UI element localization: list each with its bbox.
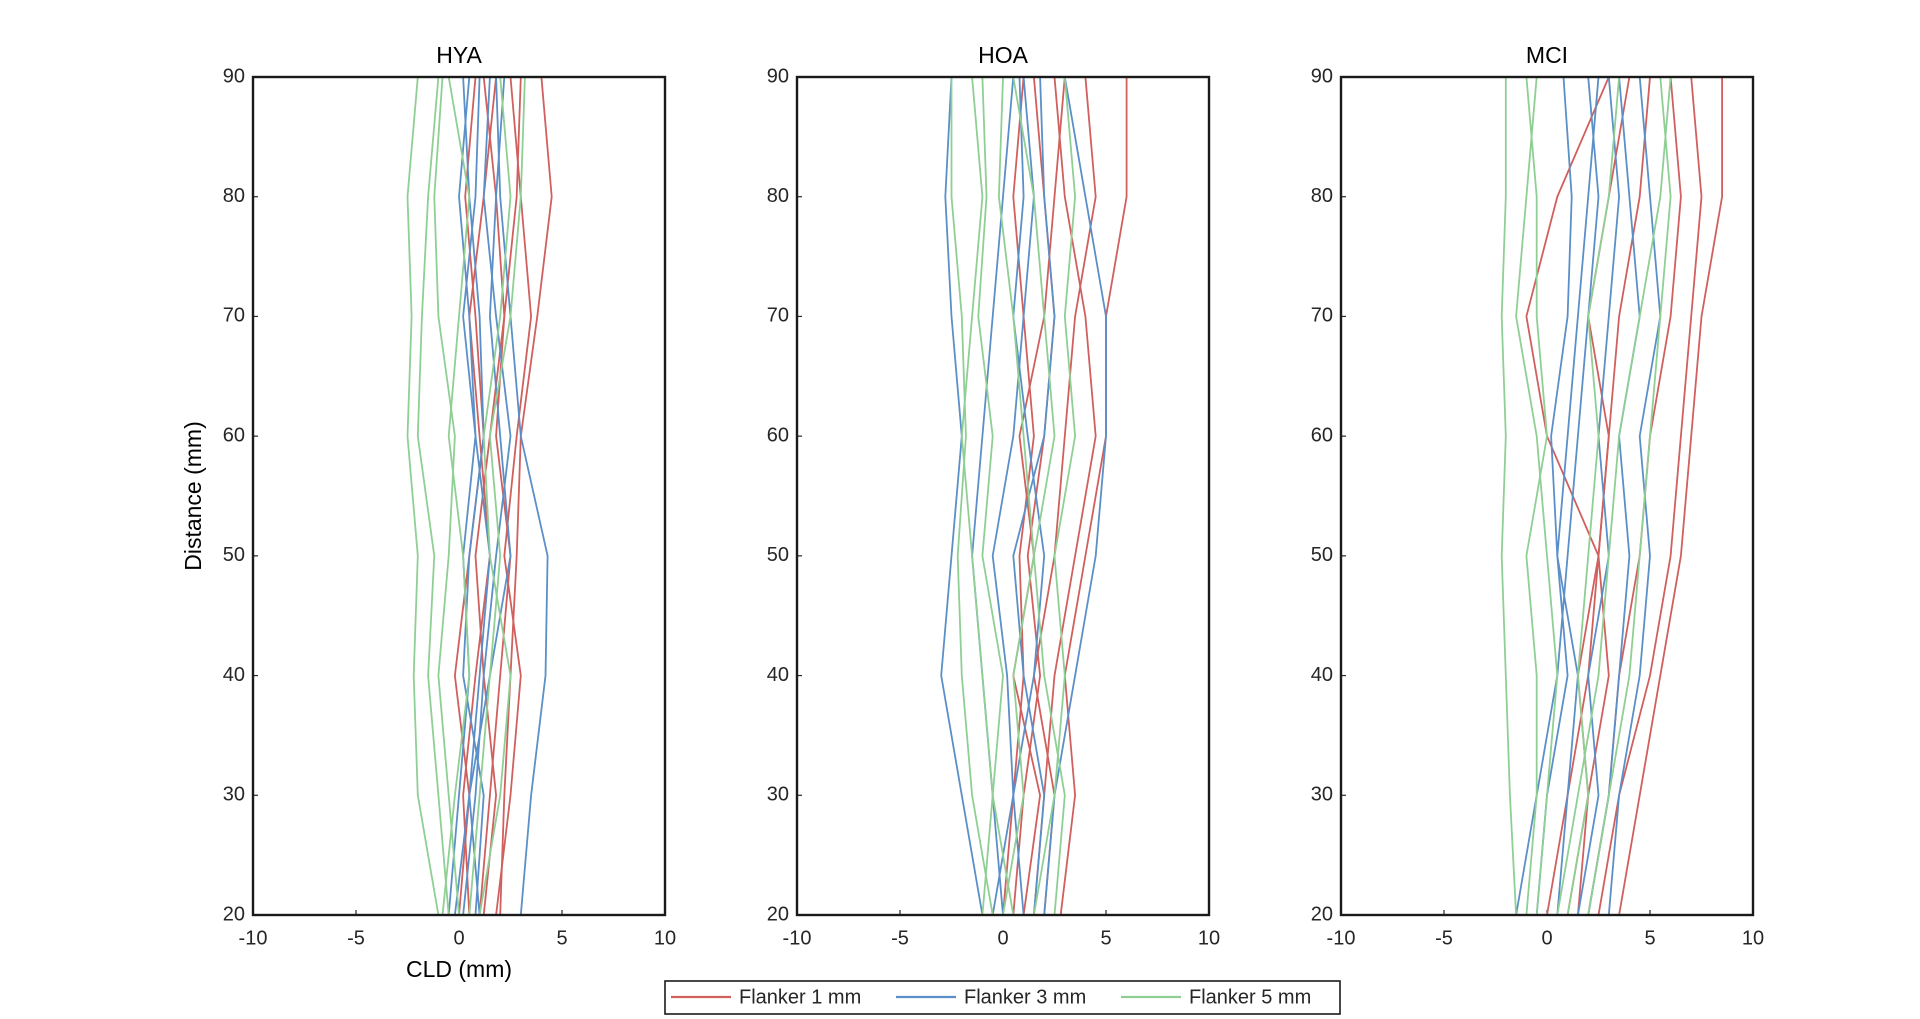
- y-tick-label: 80: [767, 185, 789, 207]
- x-tick-label: 5: [1644, 927, 1655, 949]
- legend-box: [664, 980, 1341, 1015]
- x-tick-label: 0: [997, 927, 1008, 949]
- x-tick-label: 0: [1541, 927, 1552, 949]
- trajectory: [1587, 76, 1672, 916]
- trajectory: [1525, 76, 1548, 916]
- trajectory: [977, 76, 1004, 916]
- y-tick-label: 70: [1311, 305, 1333, 327]
- trajectory: [940, 76, 984, 916]
- panel-title: HYA: [436, 42, 482, 68]
- trajectory: [1012, 76, 1066, 916]
- y-tick-label: 40: [223, 664, 245, 686]
- trajectory: [1597, 76, 1703, 916]
- legend-label: Flanker 1 mm: [739, 986, 861, 1008]
- y-tick-label: 50: [1311, 544, 1333, 566]
- y-tick-label: 50: [223, 544, 245, 566]
- trajectory: [478, 76, 512, 916]
- panel-title: HOA: [978, 42, 1029, 68]
- panel-title: MCI: [1526, 42, 1568, 68]
- axes-box: [1339, 75, 1755, 917]
- x-tick-label: -5: [347, 927, 365, 949]
- trajectory: [1556, 76, 1600, 916]
- y-tick-label: 90: [1311, 65, 1333, 87]
- trajectory: [1515, 76, 1600, 916]
- trajectory: [433, 76, 460, 916]
- trajectory: [1577, 76, 1621, 916]
- x-tick-label: 10: [1742, 927, 1764, 949]
- trajectory: [495, 76, 549, 916]
- y-tick-label: 50: [767, 544, 789, 566]
- trajectory: [1033, 76, 1097, 916]
- y-axis-label: Distance (mm): [180, 421, 206, 571]
- axes-box: [251, 75, 667, 917]
- y-tick-label: 20: [1311, 903, 1333, 925]
- trajectory: [468, 76, 512, 916]
- trajectory: [1043, 76, 1107, 916]
- trajectory: [1012, 76, 1046, 916]
- x-tick-label: -5: [891, 927, 909, 949]
- y-tick-label: 60: [767, 424, 789, 446]
- y-tick-label: 30: [767, 784, 789, 806]
- x-tick-label: -10: [239, 927, 268, 949]
- trajectory: [406, 76, 440, 916]
- x-tick-label: 5: [556, 927, 567, 949]
- y-tick-label: 80: [1311, 185, 1333, 207]
- y-tick-label: 30: [1311, 784, 1333, 806]
- y-tick-label: 40: [1311, 664, 1333, 686]
- trajectory: [462, 76, 485, 916]
- x-axis-label: CLD (mm): [406, 956, 512, 982]
- trajectory: [1535, 76, 1573, 916]
- x-tick-label: 10: [654, 927, 676, 949]
- y-tick-label: 60: [1311, 424, 1333, 446]
- y-tick-label: 20: [223, 903, 245, 925]
- y-tick-label: 40: [767, 664, 789, 686]
- trajectory: [468, 76, 526, 916]
- y-tick-label: 90: [223, 65, 245, 87]
- trajectory: [499, 76, 553, 916]
- trajectory: [960, 76, 1015, 916]
- x-tick-label: -10: [1327, 927, 1356, 949]
- trajectory: [1607, 76, 1662, 916]
- x-tick-label: 0: [453, 927, 464, 949]
- legend-label: Flanker 3 mm: [964, 986, 1086, 1008]
- legend: Flanker 1 mm Flanker 3 mm Flanker 5 mm: [664, 980, 1341, 1015]
- y-tick-label: 30: [223, 784, 245, 806]
- trajectory: [416, 76, 450, 916]
- trajectory: [1515, 76, 1559, 916]
- y-tick-label: 80: [223, 185, 245, 207]
- y-tick-label: 70: [223, 305, 245, 327]
- x-tick-label: 10: [1198, 927, 1220, 949]
- axes-box: [795, 75, 1211, 917]
- trajectory: [1618, 77, 1723, 916]
- x-tick-label: -5: [1435, 927, 1453, 949]
- trajectory: [1556, 76, 1672, 916]
- x-tick-label: -10: [783, 927, 812, 949]
- y-tick-label: 90: [767, 65, 789, 87]
- x-tick-label: 5: [1100, 927, 1111, 949]
- trajectory: [1033, 76, 1077, 916]
- trajectory: [462, 76, 512, 916]
- trajectory: [447, 76, 477, 916]
- trajectory: [1566, 76, 1620, 916]
- trajectory: [1587, 76, 1682, 916]
- y-tick-label: 20: [767, 903, 789, 925]
- trajectory: [1032, 76, 1097, 916]
- legend-label: Flanker 5 mm: [1189, 986, 1311, 1008]
- trajectory: [991, 76, 1035, 916]
- trajectory: [1059, 77, 1128, 916]
- trajectory: [462, 76, 497, 916]
- trajectory: [1500, 77, 1517, 916]
- trajectory: [453, 76, 491, 916]
- trajectory: [997, 76, 1035, 916]
- trajectory: [495, 76, 533, 916]
- trajectory: [1587, 76, 1641, 916]
- y-tick-label: 70: [767, 305, 789, 327]
- trajectory: [441, 76, 471, 916]
- y-tick-label: 60: [223, 424, 245, 446]
- trajectory: [950, 77, 994, 916]
- trajectory: [1012, 76, 1066, 916]
